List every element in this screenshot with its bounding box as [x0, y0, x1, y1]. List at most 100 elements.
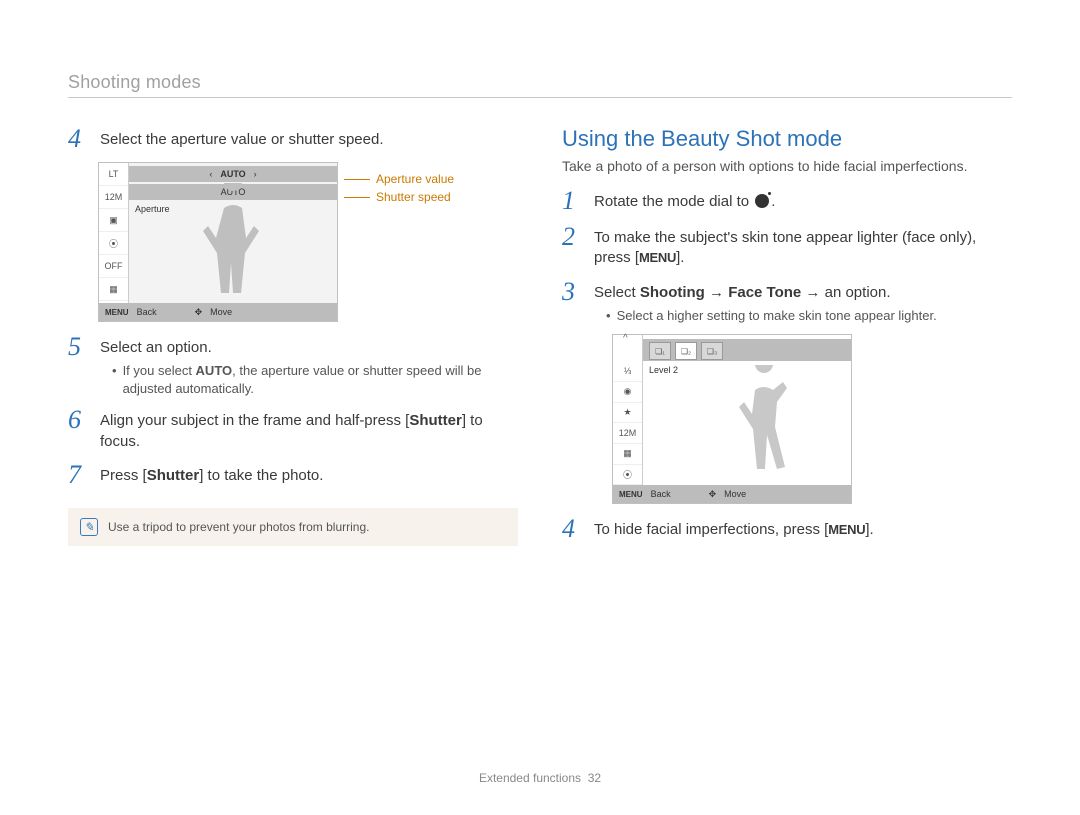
- menu-label: MENU: [105, 308, 129, 317]
- person-silhouette-icon: [729, 365, 799, 485]
- move-label: Move: [724, 489, 746, 499]
- page-footer: Extended functions 32: [0, 771, 1080, 785]
- step-r3-number: 3: [562, 279, 588, 305]
- step-r3-b1: Shooting: [640, 284, 705, 301]
- step-r4-pre: To hide facial imperfections, press [: [594, 521, 828, 538]
- arrow2: →: [801, 284, 824, 301]
- screen-sidebar: LT 12M ▣ ⦿ OFF ▦: [99, 163, 129, 303]
- step-r1-pre: Rotate the mode dial to: [594, 193, 753, 210]
- step-5-number: 5: [68, 334, 94, 360]
- bullet-pre: If you select: [123, 363, 196, 378]
- sidebar-icon: ★: [613, 403, 642, 424]
- menu-button-label: MENU: [828, 522, 865, 537]
- step-4: 4 Select the aperture value or shutter s…: [68, 126, 518, 152]
- section-heading: Using the Beauty Shot mode: [562, 126, 1012, 152]
- tab-row: ❏₁ ❏₂ ❏₃: [643, 339, 851, 361]
- step-5-bullet: If you select AUTO, the aperture value o…: [112, 362, 518, 397]
- step-r4-post: ].: [865, 521, 873, 538]
- step-r4-number: 4: [562, 516, 588, 542]
- aperture-screen: LT 12M ▣ ⦿ OFF ▦ ‹ AUTO ›: [98, 162, 338, 322]
- up-arrow-icon: ^: [623, 333, 628, 344]
- header-rule: [68, 97, 1012, 98]
- step-r1: 1 Rotate the mode dial to .: [562, 188, 1012, 214]
- tip-box: ✎ Use a tripod to prevent your photos fr…: [68, 508, 518, 546]
- tab-3: ❏₃: [701, 342, 723, 360]
- bullet-bold: AUTO: [196, 363, 233, 378]
- step-7-bold: Shutter: [147, 467, 200, 484]
- sidebar-icon: ▦: [613, 444, 642, 465]
- arrow1: →: [705, 284, 728, 301]
- step-r1-body: Rotate the mode dial to .: [594, 188, 775, 212]
- step-r3-b2: Face Tone: [728, 284, 801, 301]
- step-r2-post: ].: [676, 249, 684, 266]
- tab-1: ❏₁: [649, 342, 671, 360]
- callout-text: Aperture value: [376, 172, 454, 186]
- step-4-number: 4: [68, 126, 94, 152]
- step-7-number: 7: [68, 462, 94, 488]
- step-6-pre: Align your subject in the frame and half…: [100, 412, 409, 429]
- callout-text: Shutter speed: [376, 190, 451, 204]
- callout-line: [344, 179, 370, 180]
- step-r2: 2 To make the subject's skin tone appear…: [562, 224, 1012, 269]
- beauty-shot-icon: [755, 194, 769, 208]
- step-r3-post: an option.: [825, 284, 891, 301]
- back-label: Back: [137, 307, 157, 317]
- callout-shutter-speed: Shutter speed: [344, 190, 451, 204]
- header-title: Shooting modes: [68, 72, 1012, 93]
- section-subheading: Take a photo of a person with options to…: [562, 158, 1012, 174]
- step-5-body: Select an option. If you select AUTO, th…: [100, 334, 518, 397]
- step-4-text: Select the aperture value or shutter spe…: [100, 126, 384, 150]
- footer-page: 32: [588, 771, 601, 785]
- sidebar-icon: ▣: [99, 209, 128, 232]
- step-7-body: Press [Shutter] to take the photo.: [100, 462, 323, 486]
- step-7-pre: Press [: [100, 467, 147, 484]
- sidebar-icon: 12M: [99, 186, 128, 209]
- content-columns: 4 Select the aperture value or shutter s…: [68, 126, 1012, 552]
- screen-footer-bar-2: MENU Back ✥ Move: [613, 485, 851, 503]
- step-r1-number: 1: [562, 188, 588, 214]
- menu-button-label: MENU: [639, 250, 676, 265]
- screen-body-2: ❏₁ ❏₂ ❏₃ Level 2: [643, 335, 851, 485]
- step-r3-bullet-text: Select a higher setting to make skin ton…: [617, 307, 937, 325]
- back-label: Back: [651, 489, 671, 499]
- tip-text: Use a tripod to prevent your photos from…: [108, 520, 369, 534]
- callout-aperture-value: Aperture value: [344, 172, 454, 186]
- step-5-text: Select an option.: [100, 339, 212, 356]
- step-r4: 4 To hide facial imperfections, press [M…: [562, 516, 1012, 542]
- aperture-value-row: ‹ AUTO ›: [129, 166, 337, 182]
- person-silhouette-icon: [198, 183, 268, 303]
- screen-sidebar-2: ⅓ ◉ ★ 12M ▦ ⦿: [613, 335, 643, 485]
- footer-section: Extended functions: [479, 771, 581, 785]
- step-r3-body: Select Shooting → Face Tone → an option.…: [594, 279, 937, 325]
- step-r2-body: To make the subject's skin tone appear l…: [594, 224, 1012, 269]
- step-7: 7 Press [Shutter] to take the photo.: [68, 462, 518, 488]
- page-header: Shooting modes: [68, 72, 1012, 98]
- step-r3-pre: Select: [594, 284, 640, 301]
- note-icon: ✎: [80, 518, 98, 536]
- auto-label: AUTO: [220, 169, 245, 179]
- step-6-number: 6: [68, 407, 94, 433]
- sidebar-icon: ⦿: [613, 465, 642, 486]
- right-arrow-icon: ›: [254, 169, 257, 179]
- move-icon: ✥: [709, 489, 717, 500]
- step-6-body: Align your subject in the frame and half…: [100, 407, 518, 452]
- step-r3: 3 Select Shooting → Face Tone → an optio…: [562, 279, 1012, 325]
- step-r4-body: To hide facial imperfections, press [MEN…: [594, 516, 874, 540]
- left-arrow-icon: ‹: [209, 169, 212, 179]
- level-label: Level 2: [649, 365, 678, 375]
- right-column: Using the Beauty Shot mode Take a photo …: [562, 126, 1012, 552]
- step-5: 5 Select an option. If you select AUTO, …: [68, 334, 518, 397]
- move-icon: ✥: [195, 307, 203, 318]
- callout-line: [344, 197, 370, 198]
- screen-body: ‹ AUTO › AUTO Aperture: [129, 163, 337, 303]
- step-6-bold: Shutter: [409, 412, 462, 429]
- sidebar-icon: ⦿: [99, 232, 128, 255]
- sidebar-icon: LT: [99, 163, 128, 186]
- tab-2: ❏₂: [675, 342, 697, 360]
- move-label: Move: [210, 307, 232, 317]
- step-r2-number: 2: [562, 224, 588, 250]
- menu-label: MENU: [619, 490, 643, 499]
- sidebar-icon: OFF: [99, 255, 128, 278]
- step-r1-post: .: [771, 193, 775, 210]
- step-r3-bullet: Select a higher setting to make skin ton…: [606, 307, 937, 325]
